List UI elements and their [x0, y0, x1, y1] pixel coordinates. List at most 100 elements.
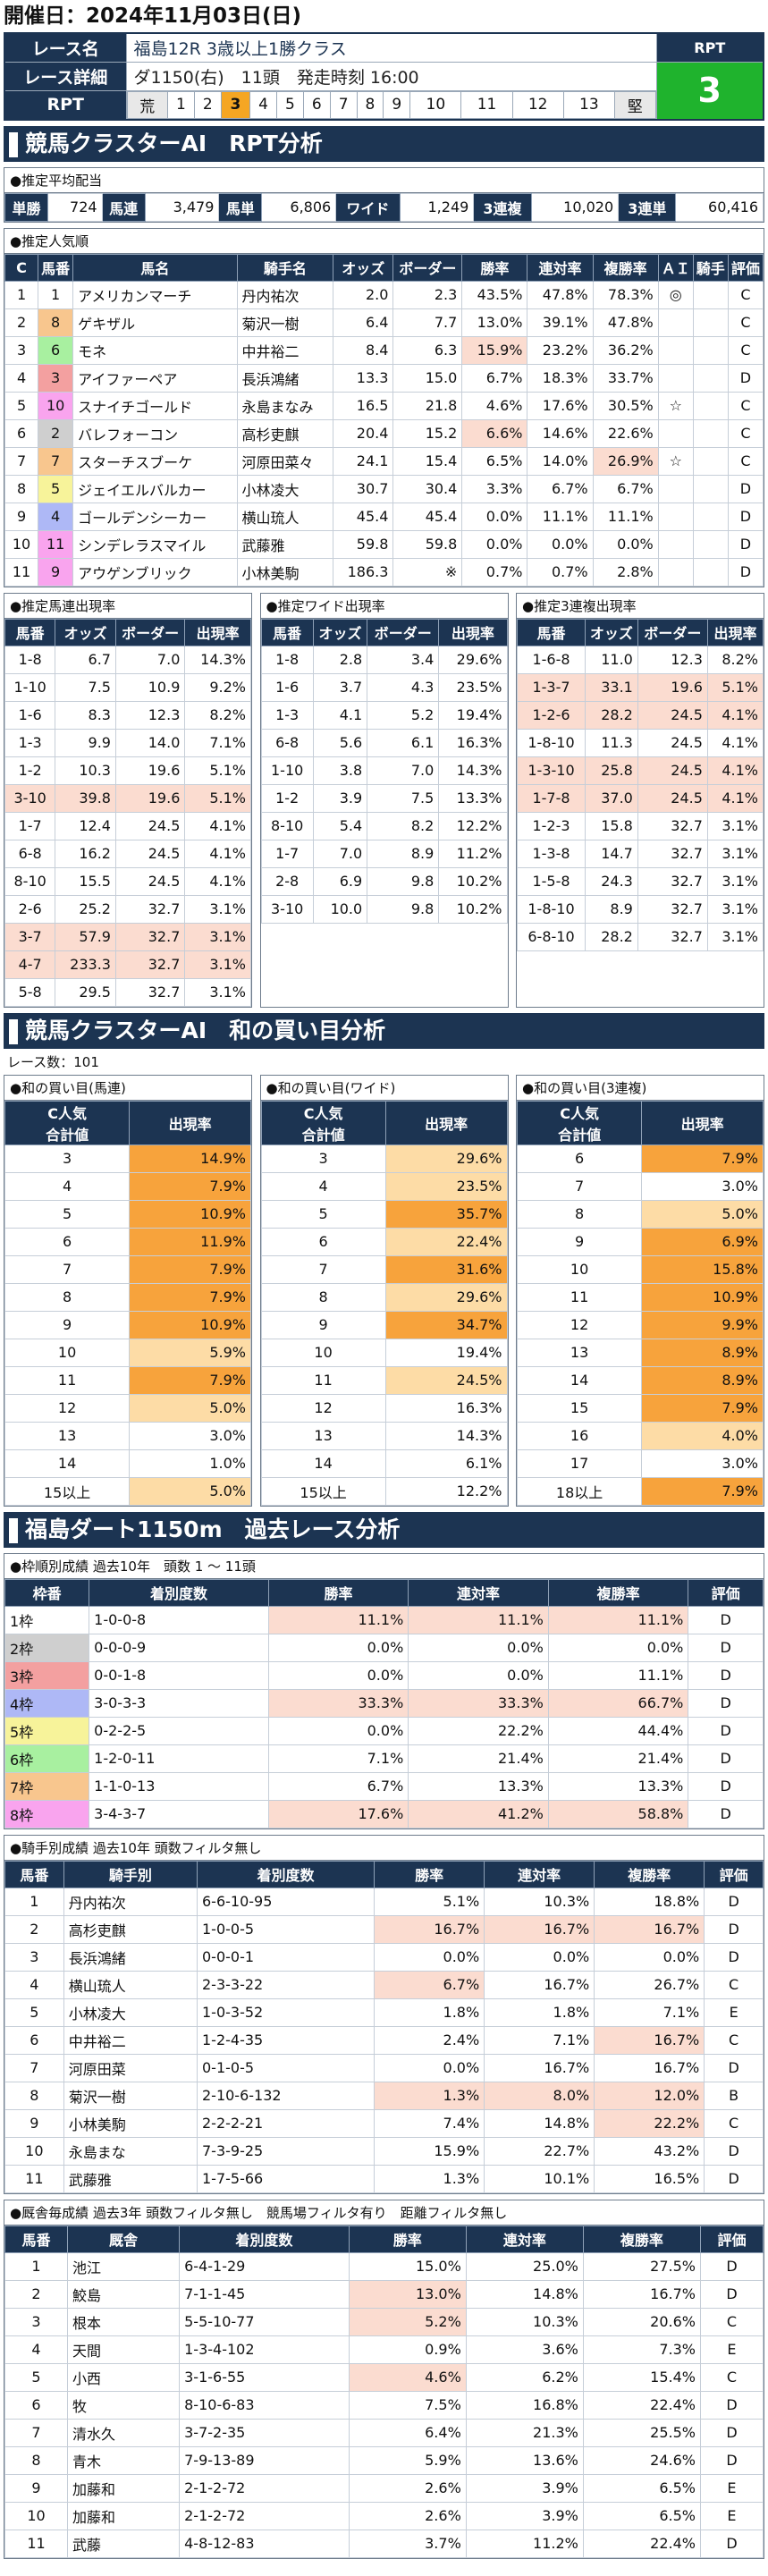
table-cell: 11.1% [408, 1605, 549, 1634]
table-cell: 19.6 [114, 756, 186, 785]
sanren-table: 馬番 オッズ ボーダー 出現率 1-6-8 11.0 12.3 8.2% 1-3-7 33.1 19… [517, 618, 764, 951]
table-cell: 30.5% [592, 391, 659, 420]
sum-value: 13 [260, 1421, 386, 1450]
table-row: 8 5.0% [516, 1199, 764, 1229]
sum-value: 8 [516, 1199, 643, 1229]
race-detail-label: レース詳細 [4, 61, 127, 91]
appear-rate: 19.4% [384, 1338, 508, 1367]
table-cell: 1 [38, 280, 74, 309]
jockey-table: 馬番 騎手別 着別度数 勝率 連対率 複勝率 評価 1 丹内祐次 6-6-10-95 5.1% 10.… [4, 1860, 764, 2193]
table-cell: 4.6% [461, 391, 528, 420]
table-cell: D [704, 2164, 764, 2193]
sum-value: 12 [516, 1310, 643, 1339]
table-cell: D [699, 2529, 764, 2558]
table-cell: 9.9 [55, 728, 116, 757]
table-row: 9 34.7% [260, 1310, 508, 1339]
table-cell: 6.7% [461, 363, 528, 393]
table-cell: 4.3 [367, 672, 440, 702]
table-cell: 2.6% [348, 2501, 467, 2530]
appear-rate: 5.0% [129, 1393, 251, 1423]
table-cell: 39.8 [55, 783, 116, 813]
table-cell: 16.3% [438, 728, 508, 757]
table-cell: 19.6 [114, 783, 186, 813]
table-cell: 1-0-0-5 [196, 1914, 376, 1944]
table-cell: 24.5 [637, 783, 708, 813]
section-title: 福島ダート1150m 過去レース分析 [25, 1516, 401, 1542]
table-cell: 22.4% [582, 2529, 701, 2558]
table-cell: C [704, 2108, 764, 2138]
rpt-scale: 荒 1 2 3 4 5 6 7 8 9 10 11 12 13 堅 [126, 90, 656, 119]
table-cell: 8.0% [484, 2081, 595, 2110]
sum-value: 6 [516, 1144, 643, 1173]
table-cell: 13.3% [438, 783, 508, 813]
table-cell: 22.6% [592, 418, 659, 448]
table-cell: 5-5-10-77 [179, 2307, 350, 2336]
table-cell: 6.6% [461, 418, 528, 448]
table-cell: 28.2 [584, 700, 638, 730]
table-cell: 7.5% [348, 2390, 467, 2420]
appear-rate: 31.6% [384, 1254, 508, 1284]
table-cell: C [699, 2362, 764, 2392]
table-cell: 3.8 [312, 756, 368, 785]
table-cell: 24.5 [114, 866, 186, 896]
table-row: 5 小西 3-1-6-55 4.6% 6.2% 15.4% C [4, 2362, 764, 2392]
table-cell: 22.7% [484, 2136, 595, 2166]
table-cell: 4.1% [184, 866, 251, 896]
table-cell: 0.0% [374, 2053, 485, 2082]
table-cell: 小西 [66, 2362, 181, 2392]
rpt-scale-cell: 1 [166, 90, 195, 119]
table-cell: 7.0 [114, 645, 186, 674]
table-cell: 2.8% [592, 557, 659, 587]
sum-value: 16 [516, 1421, 643, 1450]
column-header: C人気 合計値 [260, 1100, 386, 1145]
table-cell: 永島まな [63, 2136, 198, 2166]
table-cell: 15.9% [374, 2136, 485, 2166]
table-cell: 3.1% [706, 894, 764, 924]
waku-box: ●枠順別成績 過去10年 頭数 1 ～ 11頭 枠番 着別度数 勝率 連対率 複勝率 評価 1… [4, 1552, 764, 1829]
table-row: 7 3.0% [516, 1171, 764, 1201]
table-cell: 河原田菜 [63, 2053, 198, 2082]
table-cell: 10 [38, 391, 74, 420]
table-cell: 21.3% [465, 2418, 584, 2447]
table-cell: 9 [4, 2108, 64, 2138]
table-row: 15 7.9% [516, 1393, 764, 1423]
table-cell: 13.6% [465, 2445, 584, 2475]
table-cell: 1.8% [374, 1997, 485, 2027]
table-row: 4 7.9% [4, 1171, 251, 1201]
table-cell: 5.1% [706, 672, 764, 702]
table-cell: E [704, 1997, 764, 2027]
sum-value: 13 [516, 1338, 643, 1367]
column-header: 馬番 [4, 1860, 64, 1888]
table-cell: 17.6% [267, 1799, 409, 1829]
table-cell: 牧 [66, 2390, 181, 2420]
table-cell: 4.1% [706, 783, 764, 813]
table-row: 1-5-8 24.3 32.7 3.1% [517, 866, 764, 896]
race-info: レース名 福島12R 3歳以上1勝クラス RPT レース詳細 ダ1150(右) … [4, 32, 764, 121]
appear-rate: 15.8% [641, 1254, 764, 1284]
table-cell: 高杉吏麒 [236, 418, 334, 448]
column-header: 出現率 [706, 618, 764, 646]
table-cell: 16.8% [465, 2390, 584, 2420]
table-cell: D [727, 502, 764, 531]
table-cell: 2.4% [374, 2025, 485, 2055]
column-header: 複勝率 [582, 2225, 701, 2253]
table-cell: 6.4% [348, 2418, 467, 2447]
table-cell: 15.8 [584, 811, 638, 840]
table-row: 14 8.9% [516, 1365, 764, 1395]
table-cell: 5.4 [312, 811, 368, 840]
table-cell: 29.6% [438, 645, 508, 674]
sanren-title: ●推定3連複出現率 [517, 593, 764, 619]
table-row: 4 3 アイファーペア 長浜鴻緒 13.3 15.0 6.7% 18.3% 33.7% D [4, 363, 764, 393]
table-cell: D [699, 2251, 764, 2281]
table-cell: 6.5% [461, 446, 528, 476]
table-row: 1-10 7.5 10.9 9.2% [4, 672, 251, 702]
table-cell: 3-7 [4, 922, 56, 951]
column-header: 馬番 [4, 618, 56, 646]
table-row: 1-3 9.9 14.0 7.1% [4, 728, 251, 757]
table-cell: 11.1% [267, 1605, 409, 1634]
table-cell: 13.3 [333, 363, 394, 393]
payout-value: 1,249 [399, 192, 475, 222]
table-cell: 1-6 [260, 672, 314, 702]
table-cell: D [699, 2445, 764, 2475]
table-cell: 0.7% [461, 557, 528, 587]
